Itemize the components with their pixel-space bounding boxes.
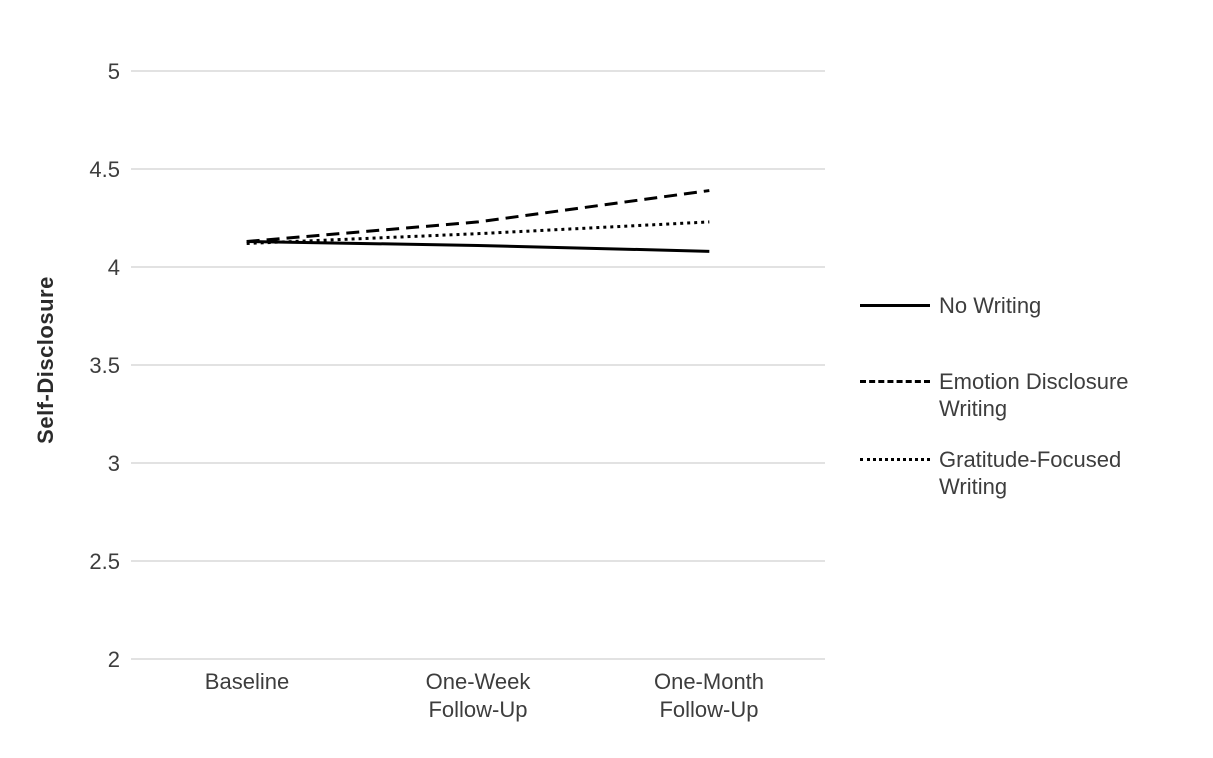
legend-label: Gratitude-Focused Writing — [939, 447, 1122, 499]
x-tick-label-baseline: Baseline — [204, 669, 290, 694]
legend-label: No Writing — [939, 293, 1042, 318]
series-line-dotted — [246, 220, 710, 245]
y-tick-label: 2.5 — [89, 549, 120, 574]
legend-line-sample-dashed-icon — [860, 380, 930, 383]
y-tick-label: 3 — [108, 451, 120, 476]
y-tick-label: 4.5 — [89, 157, 120, 182]
series-line-dashed — [246, 189, 710, 244]
legend-line-sample-solid-icon — [860, 304, 930, 307]
y-tick-label: 3.5 — [89, 353, 120, 378]
series-line-solid — [246, 240, 710, 253]
legend-line-sample-dotted-icon — [860, 458, 930, 461]
legend-label: Emotion Disclosure Writing — [939, 369, 1129, 421]
legend-item-no-writing: No Writing — [860, 292, 1210, 319]
legend-item-emotion-disclosure: Emotion Disclosure Writing — [860, 368, 1210, 422]
x-tick-label-one-month: One-Month Follow-Up — [653, 669, 765, 722]
x-tick-label-one-week: One-Week Follow-Up — [425, 669, 531, 722]
y-tick-label: 5 — [108, 59, 120, 84]
legend-item-gratitude-focused: Gratitude-Focused Writing — [860, 446, 1210, 500]
y-tick-label: 4 — [108, 255, 120, 280]
chart-legend: No Writing Emotion Disclosure Writing Gr… — [860, 292, 1210, 500]
y-tick-label: 2 — [108, 647, 120, 672]
